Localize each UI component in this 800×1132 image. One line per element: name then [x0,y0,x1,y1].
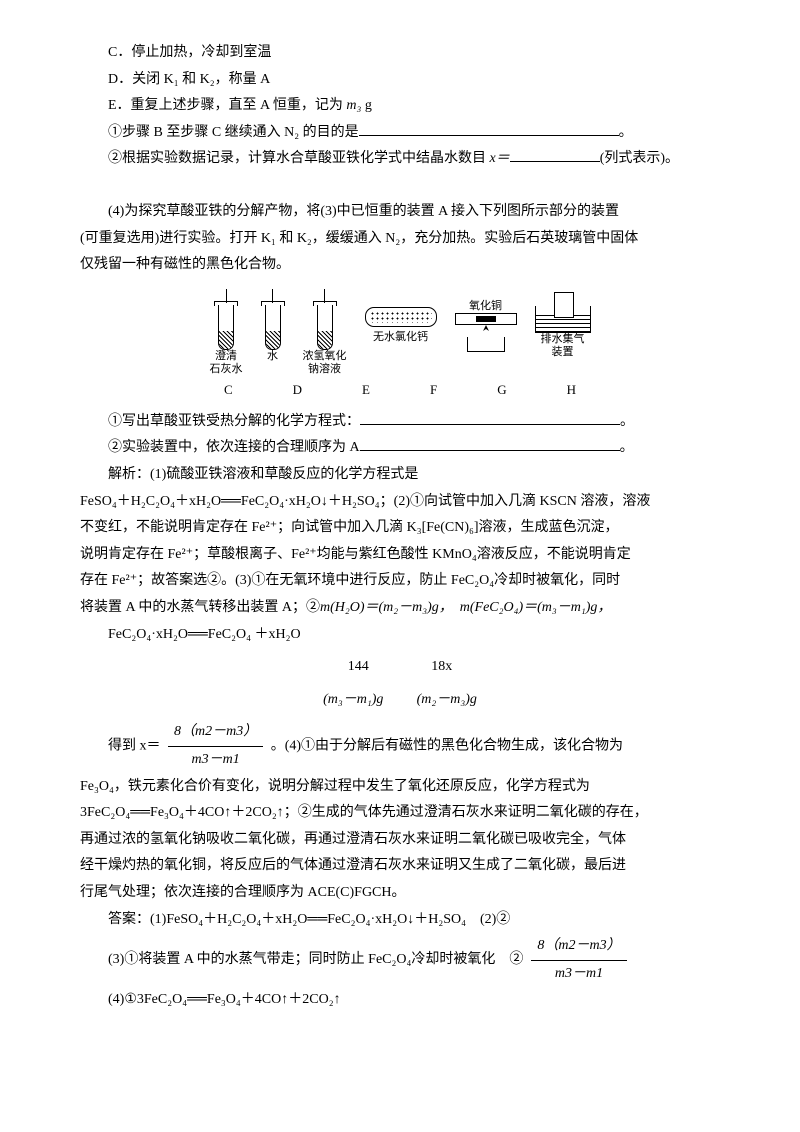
fraction-answer: 8（m2－m3） m3－m1 [531,933,626,987]
analysis-4a: Fe₃O₄，铁元素化合价有变化，说明分解过程中发生了氧化还原反应，化学方程式为 [80,774,720,801]
f3b: (m₂－m₃)g [402,687,492,714]
fraction: 8（m2－m3） m3－m1 [168,719,263,773]
f2b: 18x [402,654,482,681]
analysis-2e-m2: m(FeC₂O₄)＝(m₃－m₁)g， [460,600,612,615]
q41-text: ①写出草酸亚铁受热分解的化学方程式： [108,414,360,429]
step-e-var: m₃ [346,98,361,113]
p4-line-b: (可重复选用)进行实验。打开 K₁ 和 K₂，缓缓通入 N₂，充分加热。实验后石… [80,226,720,253]
label-h2: 装置 [552,346,574,359]
apparatus-letter-row: C D E F G H [80,378,720,403]
frac-den: m3－m1 [168,747,263,774]
blank-line [360,410,620,425]
label-c1: 澄清 [215,350,237,363]
analysis-2d: 存在 Fe²⁺；故答案选②。(3)①在无氧环境中进行反应，防止 FeC₂O₄冷却… [80,568,720,595]
formula-row-1: FeC₂O₄·xH₂O══FeC₂O₄ ＋xH₂O [80,622,720,649]
step-e-text: E．重复上述步骤，直至 A 恒重，记为 [108,98,346,113]
p4-line-a: (4)为探究草酸亚铁的分解产物，将(3)中已恒重的装置 A 接入下列图所示部分的… [80,199,720,226]
analysis-2e-pre: 将装置 A 中的水蒸气转移出装置 A；② [80,600,320,615]
apparatus-diagram: 澄清 石灰水 水 浓氢氧化 钠溶液 无水氯化钙 氧化铜 [80,289,720,376]
blank-line [510,147,600,162]
q42-period: 。 [620,440,634,455]
q42-text: ②实验装置中，依次连接的合理顺序为 A [108,440,360,455]
label-f: 无水氯化钙 [373,331,428,344]
blank-line [359,121,619,136]
step-e: E．重复上述步骤，直至 A 恒重，记为 m₃ g [80,93,720,120]
analysis-start: 解析：(1)硫酸亚铁溶液和草酸反应的化学方程式是 [80,462,720,489]
letter-g: G [497,378,506,403]
analysis-2c: 说明肯定存在 Fe²⁺；草酸根离子、Fe²⁺均能与紫红色酸性 KMnO₄溶液反应… [80,542,720,569]
apparatus-e: 浓氢氧化 钠溶液 [303,289,347,376]
apparatus-g: 氧化铜 [455,300,517,365]
step-c: C．停止加热，冷却到室温 [80,40,720,67]
letter-e: E [362,378,370,403]
label-e2: 钠溶液 [308,363,341,376]
f2a: 144 [318,654,398,681]
question-1: ①步骤 B 至步骤 C 继续通入 N₂ 的目的是 。 [80,120,720,147]
f3a: (m₃－m₁)g [308,687,398,714]
q41-period: 。 [620,414,634,429]
q1-text: ①步骤 B 至步骤 C 继续通入 N₂ 的目的是 [108,125,359,140]
letter-d: D [293,378,302,403]
analysis-label: 解析： [108,467,150,482]
question-4-1: ①写出草酸亚铁受热分解的化学方程式： 。 [80,409,720,436]
analysis-1: (1)硫酸亚铁溶液和草酸反应的化学方程式是 [150,467,418,482]
analysis-4e: 行尾气处理；依次连接的合理顺序为 ACE(C)FGCH。 [80,880,720,907]
analysis-4d: 经干燥灼热的氧化铜，将反应后的气体通过澄清石灰水来证明又生成了二氧化碳，最后进 [80,853,720,880]
answer-line-1: 答案：(1)FeSO₄＋H₂C₂O₄＋xH₂O══FeC₂O₄·xH₂O↓＋H₂… [80,907,720,934]
formula-row-3: (m₃－m₁)g (m₂－m₃)g [80,687,720,714]
analysis-2e: 将装置 A 中的水蒸气转移出装置 A；②m(H₂O)＝(m₂－m₃)g， m(F… [80,595,720,622]
analysis-4c: 再通过浓的氢氧化钠吸收二氧化碳，再通过澄清石灰水来证明二氧化碳已吸收完全，气体 [80,827,720,854]
document-page: C．停止加热，冷却到室温 D．关闭 K₁ 和 K₂，称量 A E．重复上述步骤，… [0,0,800,1132]
apparatus-f: 无水氯化钙 [365,307,437,357]
label-g: 氧化铜 [469,300,502,313]
p4-line-c: 仅残留一种有磁性的黑色化合物。 [80,252,720,279]
answer-line-3: (3)①将装置 A 中的水蒸气带走；同时防止 FeC₂O₄冷却时被氧化 ② 8（… [80,933,720,987]
q2-var: x＝ [490,151,510,166]
analysis-4b: 3FeC₂O₄══Fe₃O₄＋4CO↑＋2CO₂↑；②生成的气体先通过澄清石灰水… [80,800,720,827]
label-c2: 石灰水 [210,363,243,376]
letter-h: H [567,378,576,403]
result-line: 得到 x＝ 8（m2－m3） m3－m1 。(4)①由于分解后有磁性的黑色化合物… [80,719,720,773]
answer-3a: (3)①将装置 A 中的水蒸气带走；同时防止 FeC₂O₄冷却时被氧化 ② [108,947,523,974]
result-post: 。(4)①由于分解后有磁性的黑色化合物生成，该化合物为 [271,739,623,754]
label-e1: 浓氢氧化 [303,350,347,363]
q2-post: (列式表示)。 [600,151,679,166]
q1-period: 。 [619,125,633,140]
step-e-unit: g [361,98,372,113]
answer-label: 答案： [108,912,150,927]
letter-c: C [224,378,233,403]
analysis-2e-m1: m(H₂O)＝(m₂－m₃)g， [320,600,446,615]
label-d: 水 [267,350,278,363]
formula1: FeSO₄＋H₂C₂O₄＋xH₂O══FeC₂O₄·xH₂O↓＋H₂SO₄； [80,494,394,509]
formula-line-1: FeSO₄＋H₂C₂O₄＋xH₂O══FeC₂O₄·xH₂O↓＋H₂SO₄；(2… [80,489,720,516]
frac-num-ans: 8（m2－m3） [531,933,626,961]
q2-pre: ②根据实验数据记录，计算水合草酸亚铁化学式中结晶水数目 [108,151,490,166]
label-h1: 排水集气 [541,333,585,346]
answer-1: (1)FeSO₄＋H₂C₂O₄＋xH₂O══FeC₂O₄·xH₂O↓＋H₂SO₄… [150,912,510,927]
frac-num: 8（m2－m3） [168,719,263,747]
apparatus-c: 澄清 石灰水 [210,289,243,376]
letter-f: F [430,378,437,403]
apparatus-h: 排水集气 装置 [535,306,591,359]
analysis-2a: (2)①向试管中加入几滴 KSCN 溶液，溶液 [394,494,651,509]
blank-line [360,436,620,451]
spacer [80,173,720,199]
formula-row-2: 144 18x [80,654,720,681]
frac-den-ans: m3－m1 [531,961,626,988]
question-2: ②根据实验数据记录，计算水合草酸亚铁化学式中结晶水数目 x＝ (列式表示)。 [80,146,720,173]
result-pre: 得到 x＝ [108,739,161,754]
answer-line-4: (4)①3FeC₂O₄══Fe₃O₄＋4CO↑＋2CO₂↑ [80,987,720,1014]
question-4-2: ②实验装置中，依次连接的合理顺序为 A 。 [80,435,720,462]
step-d: D．关闭 K₁ 和 K₂，称量 A [80,67,720,94]
apparatus-d: 水 [261,289,285,376]
analysis-2b: 不变红，不能说明肯定存在 Fe²⁺；向试管中加入几滴 K₃[Fe(CN)₆]溶液… [80,515,720,542]
